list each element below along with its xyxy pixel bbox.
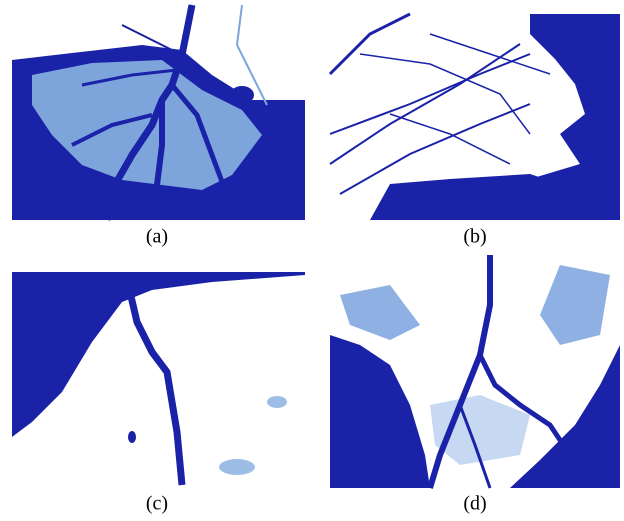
panel-b-image <box>330 14 620 220</box>
caption: (c) <box>146 493 168 515</box>
caption: (d) <box>463 493 486 515</box>
figure: (a) (b) (c) (d) <box>0 0 624 521</box>
caption: (b) <box>463 226 486 248</box>
panel-d-image <box>330 255 620 488</box>
panel-a-image <box>12 5 305 220</box>
caption: (a) <box>146 226 168 248</box>
panel-c-image <box>12 272 305 485</box>
